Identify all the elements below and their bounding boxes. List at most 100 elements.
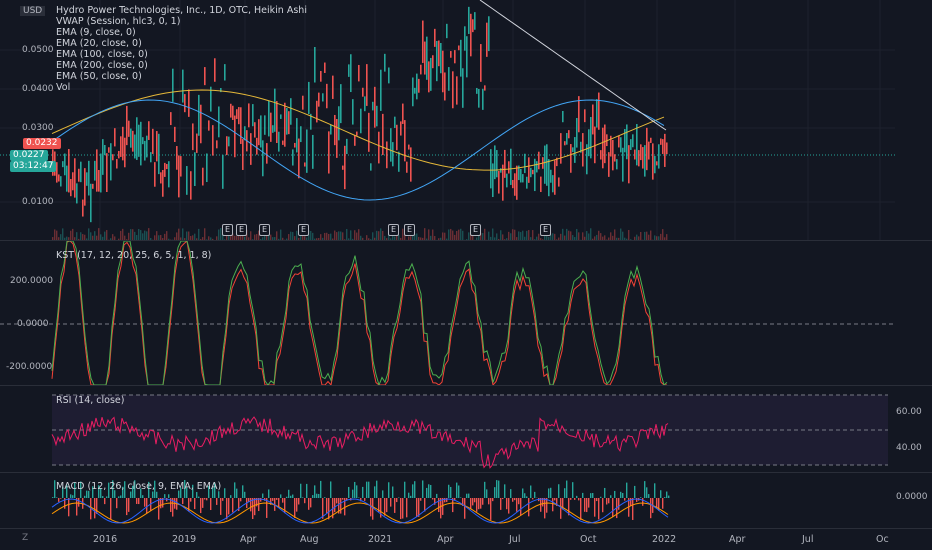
price-candle [178, 155, 180, 198]
volume-bar [378, 231, 380, 240]
price-candle [134, 134, 136, 159]
volume-bar [552, 233, 554, 240]
price-candle [526, 176, 528, 189]
volume-bar [600, 233, 602, 240]
price-candle [150, 152, 152, 163]
price-candle [444, 72, 446, 101]
macd-histogram-bar [346, 498, 348, 501]
price-candle [192, 123, 194, 151]
volume-bar [188, 231, 190, 240]
kst-chart[interactable] [0, 241, 895, 385]
price-candle [530, 167, 532, 178]
volume-bar [446, 238, 448, 240]
legend-ema-200[interactable]: EMA (200, close, 0) [56, 60, 148, 71]
macd-histogram-bar [394, 498, 396, 513]
rsi-pane[interactable] [0, 386, 895, 472]
zoom-button[interactable]: Z [22, 533, 29, 543]
macd-histogram-bar [492, 498, 494, 502]
volume-bar [618, 237, 620, 240]
macd-histogram-bar [444, 498, 446, 503]
macd-histogram-bar [442, 498, 444, 515]
price-candle [186, 166, 188, 195]
price-candle [466, 36, 468, 78]
price-candle [568, 130, 570, 139]
volume-bar [124, 235, 126, 240]
earnings-marker[interactable]: E [470, 224, 481, 236]
rsi-legend[interactable]: RSI (14, close) [56, 395, 125, 406]
macd-histogram-bar [184, 480, 186, 498]
price-candle [652, 143, 654, 180]
rsi-chart[interactable] [0, 386, 895, 472]
macd-histogram-bar [396, 498, 398, 503]
macd-histogram-bar [60, 498, 62, 499]
macd-histogram-bar [662, 498, 664, 509]
price-candle [286, 108, 288, 135]
macd-histogram-bar [508, 498, 510, 514]
volume-bar [664, 237, 666, 240]
price-candle [216, 140, 218, 149]
earnings-marker[interactable]: E [388, 224, 399, 236]
price-candle [126, 105, 128, 146]
price-candle [306, 129, 308, 173]
time-axis[interactable]: Z [0, 529, 932, 550]
macd-histogram-bar [96, 498, 98, 514]
kst-legend[interactable]: KST (17, 12, 20, 25, 6, 5, 1, 1, 8) [56, 250, 212, 261]
pane-separator[interactable] [0, 472, 932, 473]
earnings-marker[interactable]: E [540, 224, 551, 236]
price-candle [184, 94, 186, 113]
price-candle [548, 159, 550, 197]
price-candle [606, 134, 608, 147]
volume-bar [280, 229, 282, 240]
volume-bar [414, 234, 416, 240]
legend-ema-20[interactable]: EMA (20, close, 0) [56, 38, 142, 49]
volume-bar [506, 238, 508, 240]
legend-ema-9[interactable]: EMA (9, close, 0) [56, 27, 136, 38]
price-candle [272, 125, 274, 133]
volume-bar [616, 237, 618, 240]
legend-symbol[interactable]: Hydro Power Technologies, Inc., 1D, OTC,… [56, 5, 307, 16]
volume-bar [216, 236, 218, 240]
legend-vwap[interactable]: VWAP (Session, hlc3, 0, 1) [56, 16, 181, 27]
macd-histogram-bar [62, 486, 64, 498]
macd-histogram-bar [92, 486, 94, 498]
macd-legend[interactable]: MACD (12, 26, close, 9, EMA, EMA) [56, 481, 222, 492]
legend-ema-100[interactable]: EMA (100, close, 0) [56, 49, 148, 60]
legend-ema-50[interactable]: EMA (50, close, 0) [56, 71, 142, 82]
macd-histogram-bar [70, 494, 72, 498]
volume-bar [420, 237, 422, 240]
pane-separator[interactable] [0, 385, 932, 386]
kst-pane[interactable] [0, 241, 895, 385]
macd-histogram-bar [436, 493, 438, 498]
macd-chart[interactable] [0, 473, 895, 528]
main-legend[interactable]: Hydro Power Technologies, Inc., 1D, OTC,… [56, 5, 307, 93]
price-candle [140, 121, 142, 166]
price-candle [616, 159, 618, 170]
legend-vol[interactable]: Vol [56, 82, 71, 93]
time-tick: Oct [580, 534, 597, 545]
macd-histogram-bar [106, 496, 108, 498]
price-candle [112, 154, 114, 161]
macd-pane[interactable] [0, 473, 895, 528]
price-pane[interactable] [0, 0, 895, 240]
pane-separator[interactable] [0, 240, 932, 241]
volume-bar [258, 230, 260, 240]
macd-histogram-bar [452, 498, 454, 513]
price-chart[interactable] [0, 0, 895, 240]
volume-bar [564, 235, 566, 240]
price-candle [170, 112, 172, 126]
volume-bar [270, 234, 272, 240]
volume-bar [350, 230, 352, 240]
earnings-marker[interactable]: E [404, 224, 415, 236]
price-candle [490, 149, 492, 189]
earnings-marker[interactable]: E [298, 224, 309, 236]
earnings-marker[interactable]: E [222, 224, 233, 236]
volume-bar [496, 233, 498, 240]
macd-histogram-bar [178, 490, 180, 498]
volume-bar [206, 239, 208, 240]
volume-bar [638, 236, 640, 240]
earnings-marker[interactable]: E [236, 224, 247, 236]
price-axis[interactable] [895, 0, 932, 240]
earnings-marker[interactable]: E [259, 224, 270, 236]
volume-bar [54, 229, 56, 240]
price-candle [562, 110, 564, 123]
